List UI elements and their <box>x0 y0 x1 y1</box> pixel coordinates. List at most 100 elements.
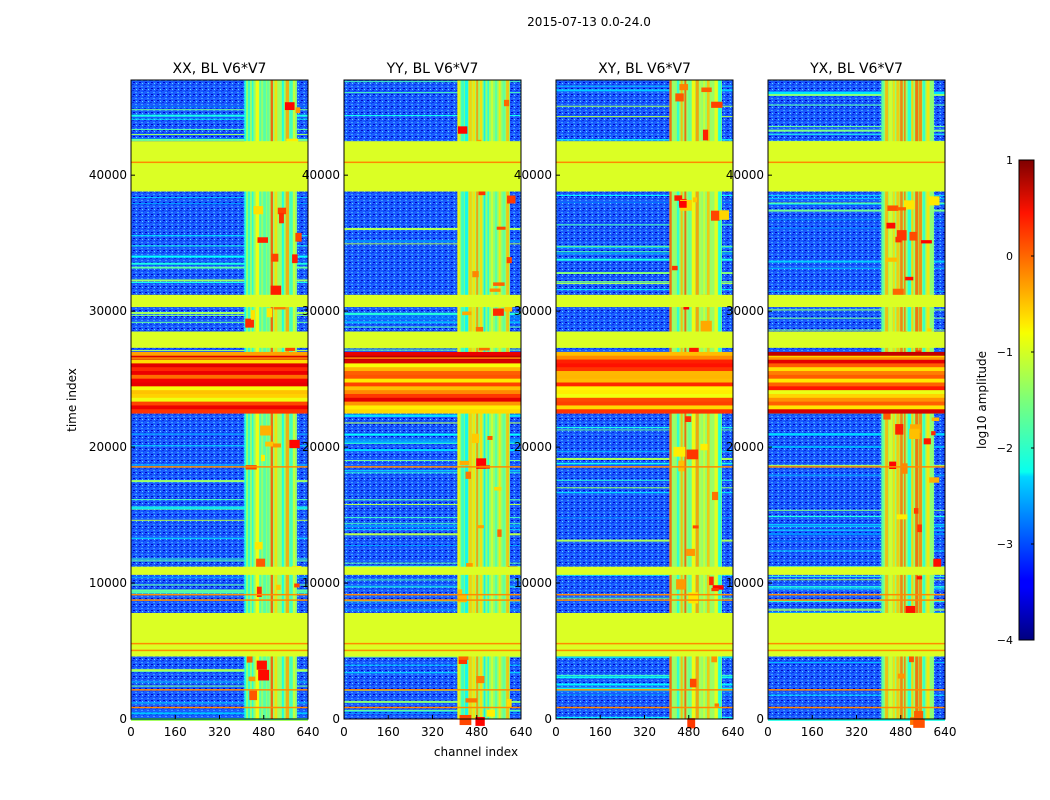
strong-rfi-row <box>131 367 308 372</box>
rfi-block <box>686 548 695 556</box>
heatmap-streak <box>556 687 733 689</box>
rfi-block <box>459 460 470 466</box>
heatmap-streak <box>131 576 308 578</box>
heatmap-streak <box>344 228 521 231</box>
rfi-line <box>131 689 308 691</box>
heatmap-streak <box>556 487 733 489</box>
rfi-block <box>476 525 484 529</box>
strong-rfi-row <box>131 371 308 376</box>
strong-rfi-row <box>131 359 308 364</box>
heatmap-streak <box>344 317 521 320</box>
rfi-line <box>344 599 521 601</box>
colorbar-tick-label: −1 <box>997 346 1013 359</box>
rfi-block <box>476 458 487 469</box>
strong-rfi-row <box>556 409 733 414</box>
heatmap-streak <box>344 92 521 94</box>
flagged-band <box>556 612 733 657</box>
strong-rfi-row <box>768 405 945 410</box>
x-tick-label: 480 <box>465 725 488 739</box>
x-tick-label: 640 <box>934 725 957 739</box>
rfi-block <box>673 446 686 457</box>
rfi-block <box>712 491 719 501</box>
heatmap-streak <box>556 116 733 118</box>
rfi-block <box>249 690 258 701</box>
heatmap-streak <box>768 129 945 132</box>
rfi-block <box>494 486 502 491</box>
rfi-block <box>917 524 922 533</box>
colorbar-ticks: 1 0 −1 −2 −3 −4 <box>997 154 1034 647</box>
rfi-line <box>556 593 733 596</box>
strong-rfi-row <box>131 378 308 384</box>
rfi-line <box>344 466 521 468</box>
rfi-block <box>458 655 469 660</box>
heatmap-streak <box>131 197 308 199</box>
heatmap-streak <box>131 670 308 672</box>
strong-rfi-row <box>131 386 308 391</box>
strong-rfi-row <box>344 359 521 364</box>
heatmap-streak <box>344 504 521 506</box>
y-tick-label: 30000 <box>514 304 552 318</box>
rfi-block <box>245 318 254 328</box>
heatmap-streak <box>131 519 308 521</box>
rfi-block <box>902 463 908 474</box>
heatmap-streak <box>131 584 308 586</box>
strong-rfi-row <box>131 409 308 414</box>
heatmap-streak <box>344 600 521 602</box>
rfi-block <box>256 660 267 670</box>
rfi-block <box>487 435 493 440</box>
colorbar-gradient <box>1018 159 1035 641</box>
heatmap-streak <box>131 114 308 117</box>
heatmap-streak <box>131 499 308 501</box>
rfi-line <box>556 706 733 709</box>
rfi-block <box>507 195 516 204</box>
heatmap-streak <box>556 253 733 255</box>
rfi-block <box>471 433 480 444</box>
strong-rfi-row <box>131 390 308 395</box>
rfi-block <box>273 305 286 310</box>
y-tick-label: 20000 <box>89 440 127 454</box>
rfi-block <box>260 425 272 436</box>
rfi-block <box>295 232 302 242</box>
rfi-block <box>931 417 940 422</box>
heatmap-streak <box>344 313 521 315</box>
y-tick-label: 30000 <box>89 304 127 318</box>
flagged-band <box>344 566 521 575</box>
heatmap-streak <box>556 657 733 659</box>
heatmap-streak <box>131 118 308 120</box>
heatmap-streak <box>768 104 945 106</box>
strong-rfi-row <box>768 371 945 376</box>
rfi-block <box>909 428 920 439</box>
heatmap-streak <box>556 282 733 284</box>
heatmap-streak <box>344 313 521 315</box>
heatmap-streak <box>556 427 733 429</box>
y-tick-label: 40000 <box>89 168 127 182</box>
heatmap-streak <box>344 449 521 452</box>
flagged-band <box>344 612 521 657</box>
rfi-block <box>913 718 925 728</box>
rfi-block <box>929 196 940 206</box>
heatmap-streak <box>556 574 733 576</box>
rfi-block <box>711 654 717 663</box>
heatmap-streak <box>344 609 521 611</box>
rfi-block <box>675 93 684 102</box>
heatmap-streak <box>344 81 521 83</box>
strong-rfi-row <box>131 363 308 368</box>
panel-yx: YX, BL V6*V7 0 160 320 480 640 0 10000 20000 3000… <box>726 61 957 739</box>
rfi-block <box>700 443 708 451</box>
heatmap-streak <box>344 525 521 528</box>
rfi-line <box>556 689 733 691</box>
heatmap-streak <box>556 539 733 542</box>
rfi-line <box>768 357 945 359</box>
heatmap-streak <box>344 433 521 436</box>
rfi-block <box>273 443 281 448</box>
flagged-band <box>768 566 945 575</box>
strong-rfi-row <box>344 409 521 414</box>
heatmap-streak <box>556 139 733 141</box>
rfi-block <box>883 412 891 420</box>
flagged-band <box>768 141 945 192</box>
rfi-block <box>466 563 473 568</box>
rfi-line <box>131 642 308 645</box>
heatmap-streak <box>556 201 733 203</box>
rfi-block <box>719 210 729 220</box>
heatmap-streak <box>131 235 308 237</box>
